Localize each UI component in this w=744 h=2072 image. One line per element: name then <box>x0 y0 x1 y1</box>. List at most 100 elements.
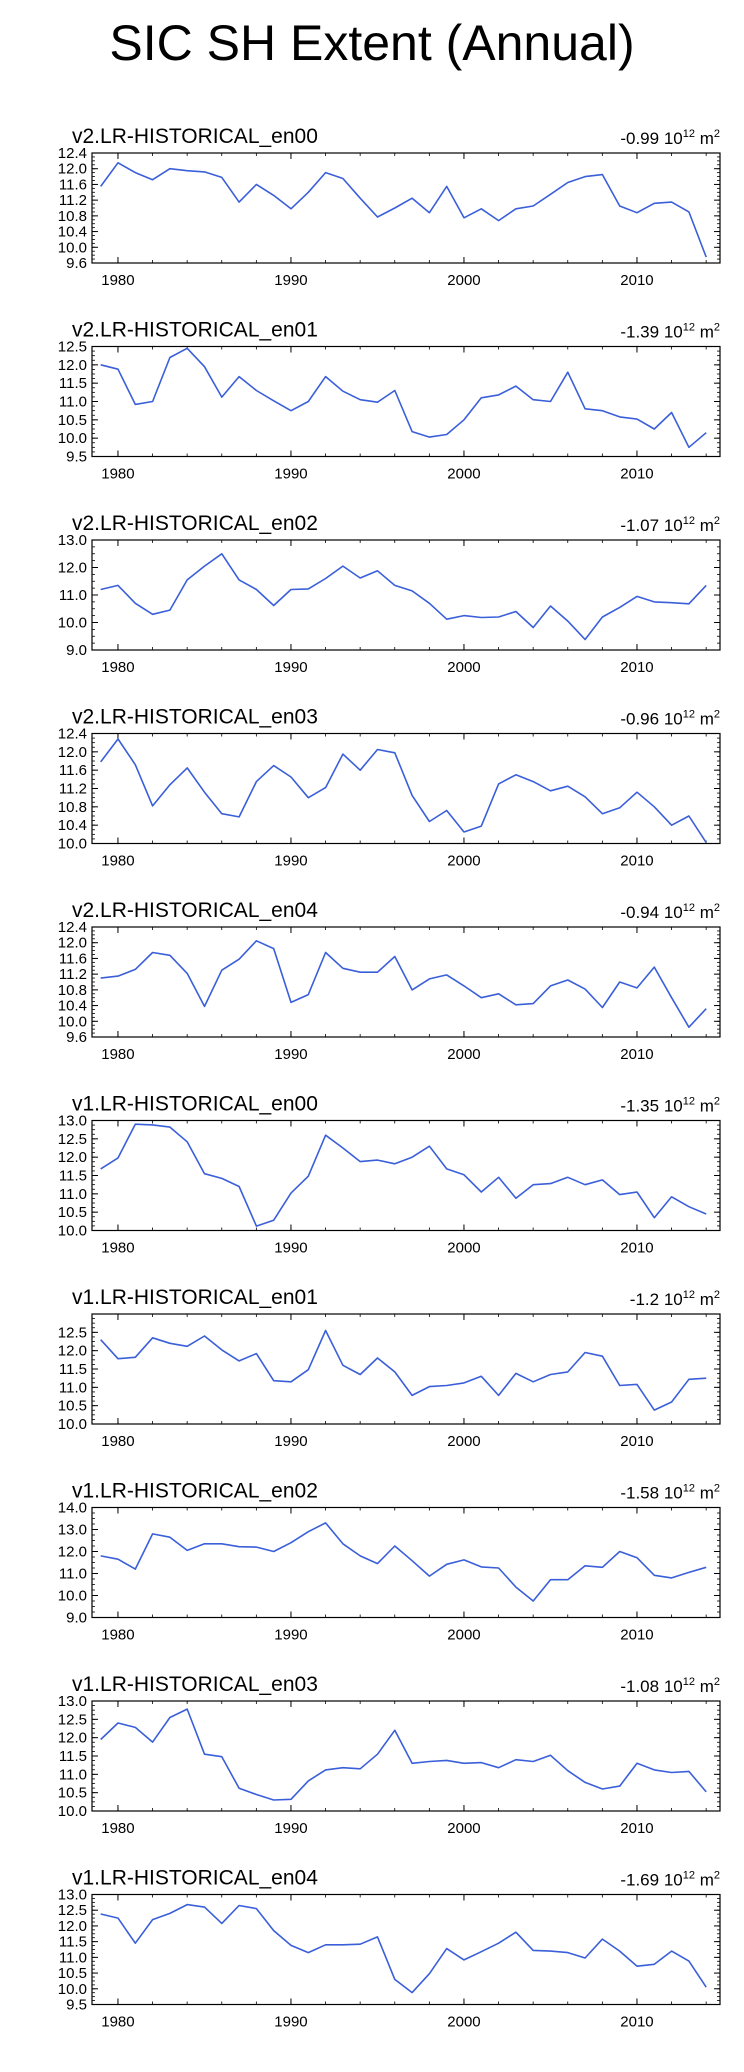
x-tick-label: 2000 <box>447 466 480 483</box>
y-tick-label: 11.0 <box>59 1566 87 1583</box>
trend-unit-exponent2: 2 <box>714 1676 720 1688</box>
trend-unit-exponent2: 2 <box>714 1483 720 1495</box>
y-tick-label: 11.5 <box>59 1168 87 1185</box>
x-tick-label: 2010 <box>620 1820 653 1837</box>
x-tick-label: 1980 <box>101 1820 134 1837</box>
y-tick-label: 12.0 <box>58 161 87 178</box>
x-tick-label: 1990 <box>274 272 307 289</box>
trend-unit-exponent: 12 <box>683 128 695 140</box>
trend-unit-exponent: 12 <box>683 322 695 334</box>
trend-unit-base: 10 <box>664 1097 683 1116</box>
y-tick-label: 12.0 <box>58 357 87 374</box>
trend-unit-exponent2: 2 <box>714 1289 720 1301</box>
trend-label: -0.96 1012 m2 <box>620 709 720 729</box>
x-tick-label: 1980 <box>101 1046 134 1063</box>
trend-unit-meter: m <box>695 903 714 922</box>
x-tick-label: 2010 <box>620 272 653 289</box>
x-tick-label: 2000 <box>447 659 480 676</box>
y-tick-label: 12.5 <box>58 1711 87 1728</box>
x-tick-label: 2010 <box>620 2014 653 2031</box>
y-tick-label: 12.4 <box>58 726 87 743</box>
y-tick-label: 13.0 <box>58 532 87 549</box>
trend-label: -1.69 1012 m2 <box>620 1870 720 1890</box>
plot-frame <box>91 926 721 1038</box>
y-tick-label: 14.0 <box>58 1500 87 1517</box>
y-tick-label: 10.0 <box>58 615 87 632</box>
trend-unit-base: 10 <box>664 1290 683 1309</box>
panel-title: v2.LR-HISTORICAL_en03 <box>72 706 318 729</box>
trend-unit-exponent: 12 <box>683 709 695 721</box>
x-tick-label: 2010 <box>620 466 653 483</box>
panel-title: v1.LR-HISTORICAL_en03 <box>72 1673 318 1696</box>
trend-unit-meter: m <box>695 1871 714 1890</box>
x-tick-label: 1980 <box>101 466 134 483</box>
y-tick-label: 10.0 <box>58 430 87 447</box>
trend-value: -1.2 <box>630 1290 664 1309</box>
trend-unit-base: 10 <box>664 129 683 148</box>
x-tick-label: 2000 <box>447 1046 480 1063</box>
y-tick-label: 11.5 <box>59 1748 87 1765</box>
chart-panel-05: v1.LR-HISTORICAL_en00 -1.35 1012 m2 10.0 10… <box>58 1093 721 1257</box>
y-tick-label: 11.5 <box>59 375 87 392</box>
plot-frame <box>91 1700 721 1812</box>
y-tick-label: 11.0 <box>59 1949 87 1966</box>
trend-value: -1.08 <box>620 1677 663 1696</box>
x-tick-label: 2000 <box>447 272 480 289</box>
y-tick-label: 10.5 <box>58 1785 87 1802</box>
trend-label: -1.2 1012 m2 <box>630 1289 720 1309</box>
trend-value: -1.58 <box>620 1484 663 1503</box>
trend-unit-exponent2: 2 <box>714 902 720 914</box>
y-tick-label: 12.5 <box>58 1131 87 1148</box>
trend-label: -1.08 1012 m2 <box>620 1676 720 1696</box>
series-line <box>100 738 707 844</box>
trend-unit-exponent2: 2 <box>714 322 720 334</box>
y-tick-label: 11.5 <box>59 1934 87 1951</box>
plot-frame <box>91 539 721 651</box>
x-tick-label: 2000 <box>447 1627 480 1644</box>
y-tick-label: 12.0 <box>58 1730 87 1747</box>
y-tick-label: 10.0 <box>58 1223 87 1240</box>
y-tick-label: 9.0 <box>66 642 87 659</box>
y-tick-label: 10.0 <box>58 1588 87 1605</box>
trend-unit-exponent: 12 <box>683 1289 695 1301</box>
trend-unit-meter: m <box>695 710 714 729</box>
series-line <box>100 1903 707 1994</box>
series-line <box>100 1329 707 1411</box>
series-line <box>100 162 707 258</box>
trend-unit-meter: m <box>695 1484 714 1503</box>
x-tick-label: 2000 <box>447 1433 480 1450</box>
trend-value: -1.07 <box>620 516 663 535</box>
x-tick-label: 1990 <box>274 853 307 870</box>
x-tick-label: 2010 <box>620 1433 653 1450</box>
trend-value: -1.35 <box>620 1097 663 1116</box>
page-title: SIC SH Extent (Annual) <box>109 15 635 71</box>
panel-title: v1.LR-HISTORICAL_en00 <box>72 1093 318 1116</box>
y-tick-label: 11.2 <box>59 781 87 798</box>
y-tick-label: 9.5 <box>66 449 87 466</box>
trend-label: -1.39 1012 m2 <box>620 322 720 342</box>
plot-frame <box>91 732 721 845</box>
chart-panel-08: v1.LR-HISTORICAL_en03 -1.08 1012 m210.010… <box>58 1673 721 1837</box>
trend-unit-exponent2: 2 <box>714 128 720 140</box>
x-tick-label: 2010 <box>620 1046 653 1063</box>
y-tick-label: 12.0 <box>58 1918 87 1935</box>
y-tick-label: 11.2 <box>59 192 87 209</box>
y-tick-label: 9.0 <box>66 1610 87 1627</box>
x-tick-label: 1990 <box>274 1627 307 1644</box>
x-tick-label: 1990 <box>274 1820 307 1837</box>
y-tick-label: 9.6 <box>66 255 87 272</box>
plot-frame <box>91 345 721 458</box>
series-line <box>100 1708 707 1801</box>
y-tick-label: 10.8 <box>58 208 87 225</box>
y-tick-label: 11.0 <box>59 1766 87 1783</box>
panel-title: v2.LR-HISTORICAL_en04 <box>72 899 318 922</box>
trend-unit-exponent2: 2 <box>714 1870 720 1882</box>
y-tick-label: 12.0 <box>58 1149 87 1166</box>
y-tick-label: 10.4 <box>58 998 87 1015</box>
x-tick-label: 1990 <box>274 1046 307 1063</box>
y-tick-label: 10.4 <box>58 224 87 241</box>
y-tick-label: 13.0 <box>58 1522 87 1539</box>
chart-panel-07: v1.LR-HISTORICAL_en02 -1.58 1012 m2 9.0 10.… <box>58 1480 721 1644</box>
x-tick-label: 1980 <box>101 1433 134 1450</box>
